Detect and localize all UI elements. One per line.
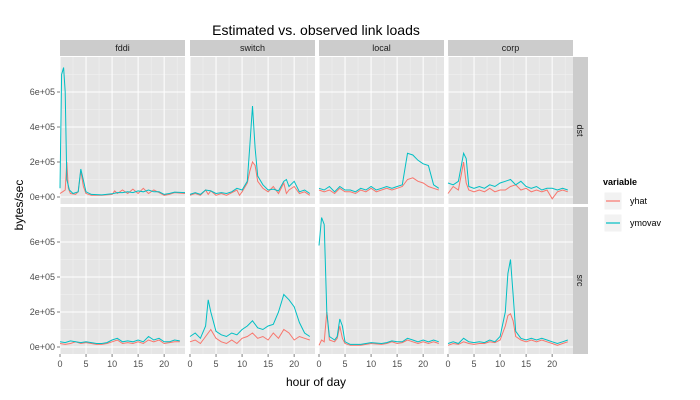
y-tick-label: 6e+05 [30,87,55,97]
facet-panels: fddi switch local corp dst src 0 5 10 15 20 0 5 10 15 2… [30,40,588,369]
facet-strip-fddi [60,40,185,56]
panel-dst-local [318,57,444,204]
x-tick-label: 10 [495,359,505,369]
facet-strip-corp [448,40,573,56]
panel-background [60,207,185,354]
x-tick-label: 15 [133,359,143,369]
facet-strip-label-src: src [575,275,585,287]
panel-src-local [318,207,444,354]
series-line-ymovav [189,105,311,195]
y-tick-label: 0e+00 [30,342,55,352]
panel-src-switch [189,207,315,354]
panel-src-corp [447,207,573,354]
y-tick-label: 2e+05 [30,307,55,317]
legend: variable yhat ymovav [603,177,662,233]
panel-background [190,57,315,204]
x-tick-label: 0 [57,359,62,369]
x-tick-label: 10 [107,359,117,369]
series-line-ymovav [447,259,568,345]
x-tick-label: 15 [263,359,273,369]
panel-background [319,57,444,204]
x-tick-label: 5 [472,359,477,369]
facet-strip-label-fddi: fddi [115,43,130,53]
panel-dst-switch [189,57,315,204]
series-line-yhat [447,313,568,346]
facet-strip-label-local: local [372,43,391,53]
x-tick-label: 5 [343,359,348,369]
x-tick-label: 20 [289,359,299,369]
facet-strip-dst [572,57,588,204]
panel-background [448,57,573,204]
x-tick-label: 5 [214,359,219,369]
panel-src-fddi [59,207,185,354]
y-tick-label: 0e+00 [30,192,55,202]
legend-label-ymovav: ymovav [630,218,662,228]
panel-background [60,57,185,204]
panel-background [448,207,573,354]
x-axis-title: hour of day [286,375,346,389]
facet-strip-label-corp: corp [502,43,520,53]
x-tick-label: 0 [187,359,192,369]
legend-label-yhat: yhat [630,196,648,206]
series-line-yhat [189,328,310,345]
x-tick-label: 20 [418,359,428,369]
x-tick-label: 20 [547,359,557,369]
facet-strip-src [572,207,588,354]
x-tick-label: 15 [392,359,402,369]
y-tick-label: 4e+05 [30,122,55,132]
series-line-yhat [318,311,439,346]
panel-dst-corp [447,57,573,204]
facet-strip-label-switch: switch [240,43,265,53]
facet-strip-local [319,40,444,56]
series-line-ymovav [189,293,311,340]
y-tick-label: 6e+05 [30,237,55,247]
x-tick-label: 10 [237,359,247,369]
x-tick-label: 0 [445,359,450,369]
series-line-yhat [59,339,180,345]
facet-strip-switch [190,40,315,56]
x-tick-label: 15 [521,359,531,369]
legend-title: variable [603,177,637,187]
series-line-ymovav [59,67,186,196]
chart-title: Estimated vs. observed link loads [212,22,420,38]
y-tick-label: 4e+05 [30,272,55,282]
x-tick-label: 5 [84,359,89,369]
y-axis-title: bytes/sec [12,180,26,231]
x-tick-label: 0 [316,359,321,369]
facet-strip-label-dst: dst [575,124,585,137]
y-tick-label: 2e+05 [30,157,55,167]
x-tick-label: 10 [366,359,376,369]
series-line-yhat [447,161,568,200]
series-line-ymovav [447,151,568,191]
series-line-ymovav [59,335,180,344]
panel-dst-fddi [59,57,186,204]
series-line-yhat [318,177,439,195]
series-line-ymovav [318,217,439,345]
x-tick-label: 20 [159,359,169,369]
series-line-ymovav [318,152,440,193]
series-line-yhat [189,160,311,197]
